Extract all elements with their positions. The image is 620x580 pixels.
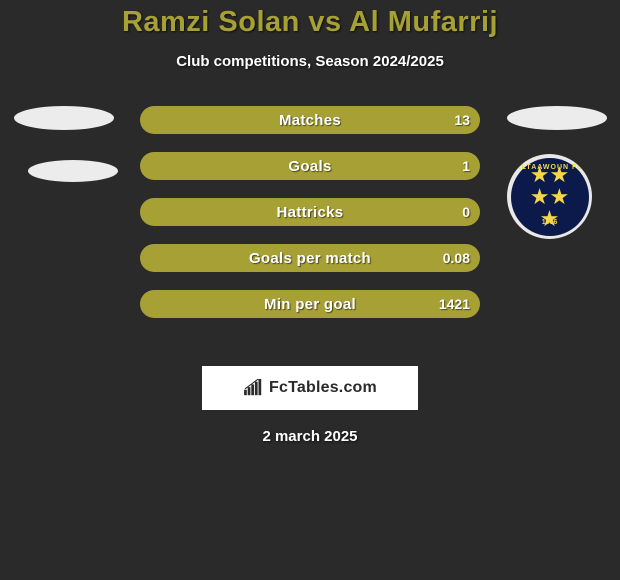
stat-value-right: 0 [462,204,470,220]
bar-chart-icon [243,379,265,397]
stat-label: Min per goal [264,296,356,313]
avatar-placeholder-ellipse [14,106,114,130]
club-badge-year: 1956 [542,219,558,226]
footer-logo-bar: FcTables.com [202,366,418,410]
stat-value-right: 1421 [439,296,470,312]
page-subtitle: Club competitions, Season 2024/2025 [176,53,444,70]
club-badge: ALTAAWOUN FC ★★★★★ 1956 [507,154,592,239]
stat-row: Min per goal 1421 [140,290,480,318]
club-badge-top-text: ALTAAWOUN FC [516,164,584,171]
stat-label: Goals per match [249,250,371,267]
avatar-placeholder-ellipse [28,160,118,182]
avatar-placeholder-ellipse [507,106,607,130]
stat-label: Matches [279,112,341,129]
page-title: Ramzi Solan vs Al Mufarrij [122,6,498,39]
stat-rows: Matches 13 Goals 1 Hattricks 0 Goals per… [140,106,480,318]
stat-value-right: 0.08 [443,250,470,266]
stat-value-right: 13 [454,112,470,128]
stat-label: Goals [288,158,331,175]
date-line: 2 march 2025 [262,428,357,445]
stat-row: Hattricks 0 [140,198,480,226]
club-badge-inner: ALTAAWOUN FC ★★★★★ 1956 [511,158,589,236]
infographic-card: Ramzi Solan vs Al Mufarrij Club competit… [0,0,620,580]
stat-label: Hattricks [277,204,344,221]
stat-row: Matches 13 [140,106,480,134]
stat-value-right: 1 [462,158,470,174]
comparison-area: Matches 13 Goals 1 Hattricks 0 Goals per… [0,106,620,336]
stat-row: Goals 1 [140,152,480,180]
footer-logo-text: FcTables.com [269,379,377,397]
stat-row: Goals per match 0.08 [140,244,480,272]
